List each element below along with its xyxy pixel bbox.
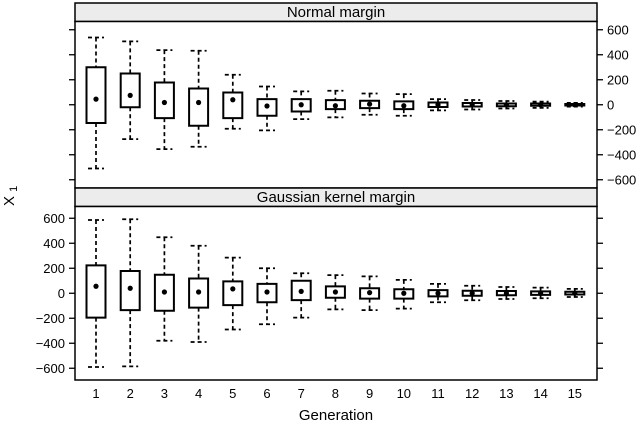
y-tick-label: −200 <box>607 122 636 137</box>
median-dot <box>401 290 407 296</box>
box <box>85 264 107 319</box>
x-tick-label: 7 <box>298 386 305 401</box>
median-dot <box>435 290 441 296</box>
y-tick-label: 0 <box>607 97 614 112</box>
median-dot <box>230 286 236 292</box>
x-tick-label: 10 <box>397 386 411 401</box>
x-tick-label: 13 <box>499 386 513 401</box>
median-dot <box>264 103 270 109</box>
median-dot <box>93 96 99 102</box>
median-dot <box>161 99 167 106</box>
x-tick-label: 9 <box>366 386 373 401</box>
y-tick-label: 400 <box>43 236 65 251</box>
box <box>222 280 244 307</box>
y-axis-title-base: X <box>1 196 18 206</box>
x-tick-label: 2 <box>127 386 134 401</box>
x-tick-label: 12 <box>465 386 479 401</box>
y-axis-title-subscript: 1 <box>8 186 20 192</box>
median-dot <box>572 102 578 108</box>
x-tick-label: 15 <box>568 386 582 401</box>
median-dot <box>332 103 338 109</box>
y-axis-title: X 1 <box>1 186 20 206</box>
y-tick-label: 200 <box>43 261 65 276</box>
median-dot <box>298 288 304 294</box>
y-tick-label: −200 <box>36 311 65 326</box>
x-tick-label: 4 <box>195 386 202 401</box>
y-tick-label: −600 <box>36 361 65 376</box>
median-dot <box>572 290 578 296</box>
y-tick-label: 600 <box>607 22 629 37</box>
median-dot <box>332 289 338 295</box>
median-dot <box>367 101 373 107</box>
x-tick-label: 11 <box>431 386 445 401</box>
median-dot <box>503 290 509 296</box>
median-dot <box>196 289 202 295</box>
median-dot <box>196 99 202 106</box>
median-dot <box>538 102 544 108</box>
median-dot <box>127 92 133 98</box>
median-dot <box>469 290 475 296</box>
y-tick-label: 600 <box>43 211 65 226</box>
x-tick-label: 1 <box>92 386 99 401</box>
median-dot <box>538 290 544 296</box>
y-tick-label: −400 <box>607 147 636 162</box>
x-tick-label: 14 <box>533 386 547 401</box>
x-tick-label: 6 <box>263 386 270 401</box>
panel-layer: 600 400 200 0 −200 −400 −600 600 400 200 0 −200 −400… <box>36 2 636 401</box>
box <box>119 72 141 109</box>
x-tick-label: 3 <box>161 386 168 401</box>
y-tick-label: 400 <box>607 47 629 62</box>
median-dot <box>367 290 373 296</box>
box <box>85 66 107 124</box>
median-dot <box>401 103 407 109</box>
strip-label-normal-margin: Normal margin <box>287 4 385 21</box>
box <box>222 91 244 120</box>
median-dot <box>93 283 99 289</box>
box <box>188 87 210 127</box>
median-dot <box>264 289 270 295</box>
y-tick-label: 200 <box>607 72 629 87</box>
y-tick-label: −400 <box>36 336 65 351</box>
median-dot <box>469 102 475 108</box>
y-tick-label: −600 <box>607 172 636 187</box>
x-tick-label: 5 <box>229 386 236 401</box>
x-axis-title: Generation <box>299 407 373 424</box>
median-dot <box>230 97 236 103</box>
y-tick-label: 0 <box>58 286 65 301</box>
median-dot <box>435 102 441 108</box>
x-tick-label: 8 <box>332 386 339 401</box>
median-dot <box>298 102 304 108</box>
median-dot <box>161 289 167 295</box>
strip-label-gaussian-kernel-margin: Gaussian kernel margin <box>257 189 415 206</box>
median-dot <box>127 285 133 291</box>
median-dot <box>503 102 509 108</box>
